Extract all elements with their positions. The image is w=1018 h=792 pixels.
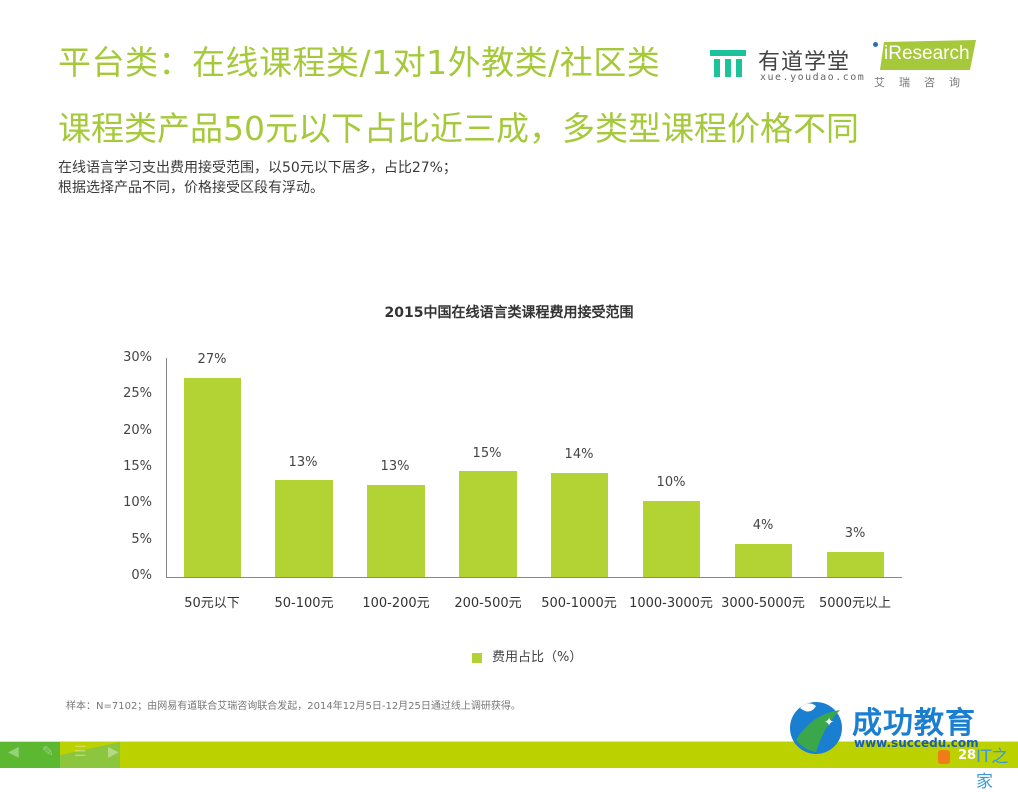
iresearch-name: iResearch — [884, 43, 970, 64]
pillar-icon — [710, 50, 746, 77]
footer-divider — [0, 741, 1018, 742]
pen-icon[interactable]: ✎ — [42, 744, 54, 760]
category-label: 5000元以上 — [818, 596, 892, 611]
youdao-url: xue.youdao.com — [760, 72, 866, 83]
bar-value-label: 14% — [564, 447, 594, 462]
iresearch-cn-name: 艾瑞咨询 — [874, 76, 974, 89]
category-label: 50元以下 — [184, 596, 240, 611]
y-tick: 25% — [123, 386, 152, 401]
y-tick: 30% — [123, 350, 152, 365]
svg-text:✦: ✦ — [824, 715, 834, 729]
ithome-logo-icon — [938, 750, 950, 764]
y-tick: 10% — [123, 495, 152, 510]
y-tick: 0% — [131, 568, 152, 583]
bar-value-label: 10% — [656, 475, 686, 490]
page-title: 平台类：在线课程类/1对1外教类/社区类 — [58, 43, 661, 82]
menu-icon[interactable]: ☰ — [74, 744, 87, 760]
bar-value-label: 13% — [380, 459, 410, 474]
iresearch-dot-icon — [873, 42, 878, 47]
iresearch-logo: iResearch 艾瑞咨询 — [870, 40, 980, 89]
bar — [551, 473, 608, 577]
y-tick: 5% — [131, 532, 152, 547]
footer-left-block — [0, 742, 60, 768]
category-label: 200-500元 — [454, 596, 522, 611]
bar-value-label: 15% — [472, 446, 502, 461]
description-line-2: 根据选择产品不同，价格接受区段有浮动。 — [58, 180, 324, 196]
bar — [184, 378, 241, 577]
ithome-watermark: IT之家 — [976, 747, 1009, 792]
brand-name: 成功教育 — [852, 706, 976, 741]
bar — [367, 485, 425, 577]
bar — [275, 480, 333, 577]
category-label: 1000-3000元 — [629, 596, 713, 611]
bar — [459, 471, 517, 577]
category-label: 50-100元 — [274, 596, 334, 611]
chart-title: 2015中国在线语言类课程费用接受范围 — [384, 305, 634, 321]
chart-legend: 费用占比（%） — [472, 646, 582, 665]
bar-value-label: 13% — [288, 455, 318, 470]
legend-swatch-icon — [472, 652, 482, 663]
y-axis — [166, 358, 167, 578]
page-number: 28 — [958, 748, 977, 763]
bar-value-label: 3% — [844, 526, 866, 541]
arrow-left-icon[interactable]: ◀ — [8, 744, 19, 760]
arrow-right-icon[interactable]: ▶ — [108, 744, 119, 760]
bar — [735, 544, 792, 577]
category-label: 100-200元 — [362, 596, 430, 611]
category-label: 500-1000元 — [541, 596, 617, 611]
bar-value-label: 4% — [752, 518, 774, 533]
bar — [827, 552, 884, 577]
legend-label: 费用占比（%） — [492, 650, 583, 665]
source-note: 样本：N=7102；由网易有道联合艾瑞咨询联合发起，2014年12月5日-12月… — [66, 701, 521, 712]
footer-bar — [0, 742, 1018, 768]
bar — [643, 501, 700, 577]
iresearch-banner-icon — [880, 40, 976, 70]
bar-value-label: 27% — [197, 352, 227, 367]
succedu-watermark: ✦ 成功教育 www.succedu.com — [780, 692, 1018, 768]
category-label: 3000-5000元 — [721, 596, 805, 611]
youdao-name: 有道学堂 — [758, 50, 851, 75]
brand-url: www.succedu.com — [854, 736, 979, 750]
x-axis — [166, 577, 902, 578]
page-subtitle: 课程类产品50元以下占比近三成，多类型课程价格不同 — [58, 109, 859, 148]
description-line-1: 在线语言学习支出费用接受范围，以50元以下居多，占比27%； — [58, 160, 457, 176]
y-tick: 20% — [123, 423, 152, 438]
y-tick: 15% — [123, 459, 152, 474]
youdao-logo: 有道学堂 xue.youdao.com — [708, 44, 864, 84]
bar-chart: 30% 25% 20% 15% 10% 5% 0% 27% 50元以下 13% … — [123, 350, 902, 611]
description: 在线语言学习支出费用接受范围，以50元以下居多，占比27%； 根据选择产品不同，… — [58, 158, 457, 198]
succedu-logo-icon: ✦ — [790, 702, 842, 754]
